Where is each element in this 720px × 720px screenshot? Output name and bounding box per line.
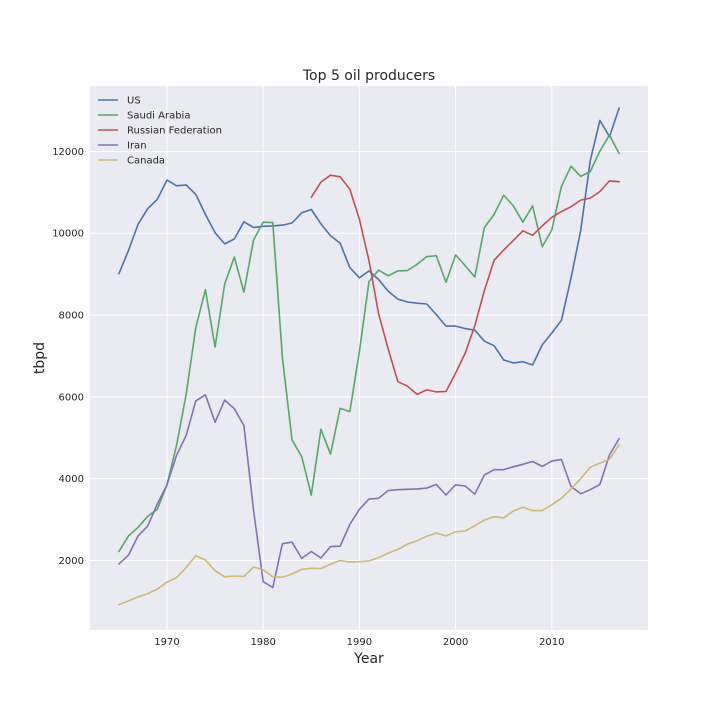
- legend-entry-label: Iran: [127, 141, 147, 152]
- series-line-us: [118, 107, 620, 366]
- series-line-canada: [118, 443, 620, 606]
- y-axis-ticks: 2000 4000 6000 8000 10000 12000: [52, 147, 84, 567]
- x-tick-label: 1970: [154, 637, 179, 648]
- legend-entry-label: Canada: [127, 156, 165, 167]
- series-line-russian-federation: [310, 174, 620, 396]
- x-tick-label: 1980: [250, 637, 275, 648]
- x-tick-label: 2000: [443, 637, 468, 648]
- x-tick-label: 1990: [347, 637, 372, 648]
- legend-entry-label: Saudi Arabia: [127, 111, 190, 122]
- y-tick-label: 8000: [59, 311, 84, 322]
- x-tick-label: 2010: [539, 637, 564, 648]
- y-tick-label: 10000: [52, 229, 84, 240]
- legend-entry-label: US: [127, 96, 141, 107]
- legend: US Saudi Arabia Russian Federation Iran Cana…: [98, 96, 222, 167]
- series-line-iran: [118, 393, 620, 589]
- series-line-saudi-arabia: [118, 134, 620, 553]
- plot-background: [90, 86, 648, 630]
- y-tick-label: 12000: [52, 147, 84, 158]
- y-tick-label: 2000: [59, 556, 84, 567]
- legend-entry-label: Russian Federation: [127, 126, 222, 137]
- chart-title: Top 5 oil producers: [302, 68, 435, 84]
- y-tick-label: 4000: [59, 474, 84, 485]
- series-lines: [118, 107, 620, 606]
- y-tick-label: 6000: [59, 392, 84, 403]
- x-axis-ticks: 1970 1980 1990 2000 2010: [154, 637, 564, 648]
- x-axis-label: Year: [353, 651, 384, 667]
- y-axis-label: tbpd: [32, 342, 48, 374]
